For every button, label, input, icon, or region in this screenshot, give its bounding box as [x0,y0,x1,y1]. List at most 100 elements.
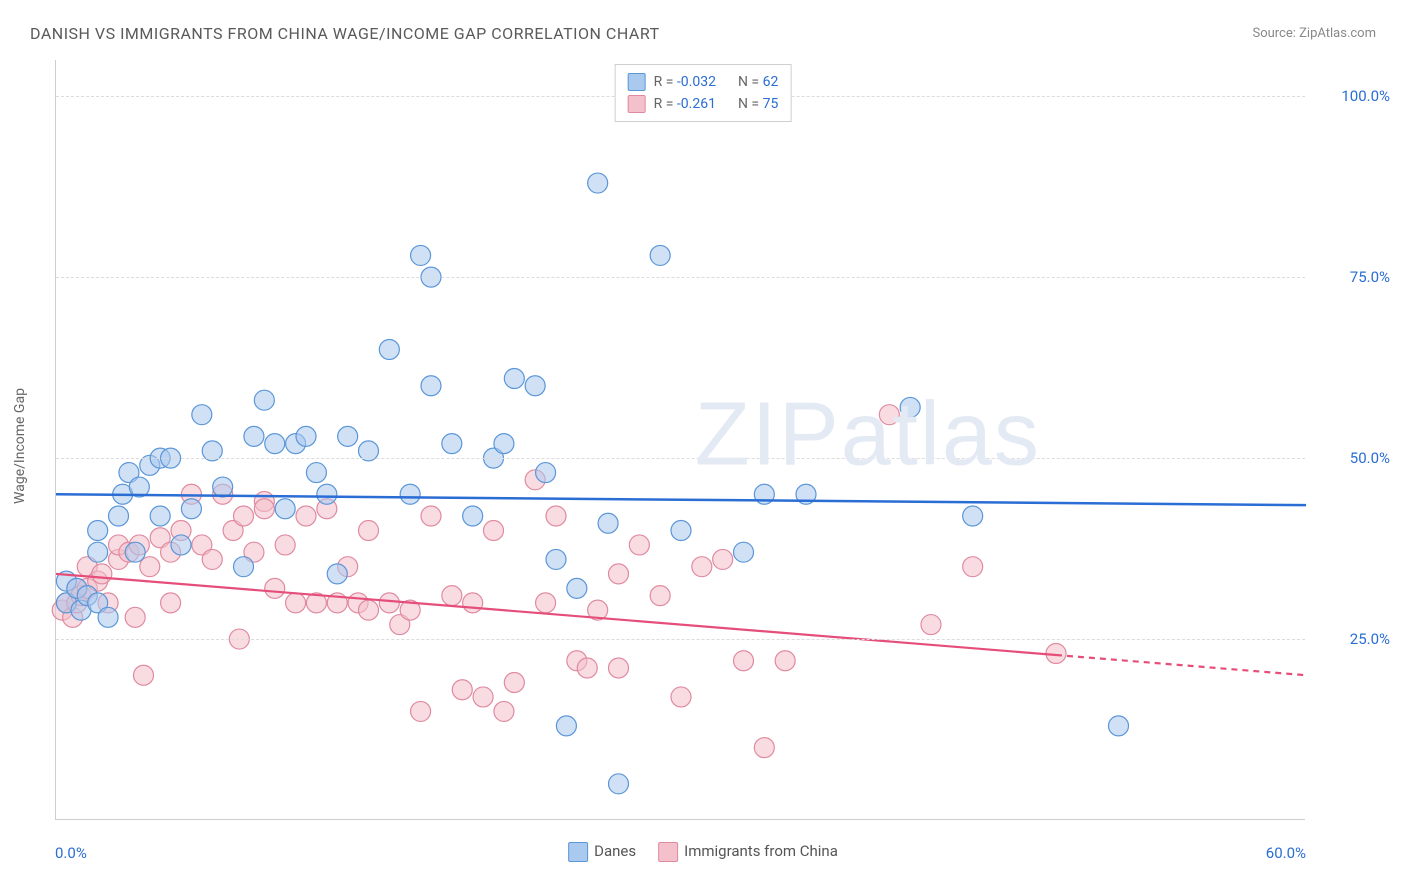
scatter-point [879,405,899,425]
legend-n: N = 62 [738,71,778,93]
scatter-point [556,716,576,736]
scatter-point [202,549,222,569]
scatter-point [359,600,379,620]
source-link[interactable]: ZipAtlas.com [1299,26,1376,41]
y-axis-label: Wage/Income Gap [12,388,28,504]
scatter-point [92,564,112,584]
legend-r: R = -0.032 [654,71,716,93]
scatter-point [598,513,618,533]
y-tick-label: 100.0% [1341,87,1390,105]
scatter-point [275,499,295,519]
scatter-point [411,701,431,721]
scatter-point [338,426,358,446]
scatter-point [734,651,754,671]
scatter-point [692,557,712,577]
scatter-point [379,593,399,613]
plot-area: ZIPatlas [55,60,1305,820]
scatter-point [379,340,399,360]
scatter-point [536,593,556,613]
regression-line-extrapolated [1056,655,1306,675]
scatter-point [546,549,566,569]
legend-stat-row: R = -0.032 N = 62 [628,71,779,93]
scatter-point [296,426,316,446]
gridline [56,458,1305,459]
scatter-point [463,506,483,526]
scatter-point [609,774,629,794]
scatter-point [525,376,545,396]
chart-title: DANISH VS IMMIGRANTS FROM CHINA WAGE/INC… [30,24,660,43]
scatter-point [254,390,274,410]
scatter-point [421,506,441,526]
y-tick-label: 75.0% [1350,268,1390,286]
scatter-point [536,463,556,483]
legend-swatch [568,842,588,862]
scatter-point [588,173,608,193]
scatter-point [88,520,108,540]
scatter-point [671,687,691,707]
scatter-point [306,463,326,483]
scatter-point [286,593,306,613]
scatter-point [609,658,629,678]
scatter-point [629,535,649,555]
scatter-point [921,615,941,635]
scatter-point [88,542,108,562]
source-attribution: Source: ZipAtlas.com [1252,26,1376,41]
scatter-point [140,557,160,577]
scatter-point [275,535,295,555]
scatter-point [546,506,566,526]
scatter-point [161,593,181,613]
scatter-point [494,701,514,721]
gridline [56,639,1305,640]
scatter-point [577,658,597,678]
scatter-point [213,477,233,497]
scatter-point [125,607,145,627]
scatter-point [296,506,316,526]
legend-series-label: Immigrants from China [684,842,838,860]
gridline [56,277,1305,278]
x-tick-max: 60.0% [1266,844,1306,862]
source-prefix: Source: [1252,26,1299,41]
legend-stat-row: R = -0.261 N = 75 [628,93,779,115]
scatter-point [463,593,483,613]
scatter-point [650,586,670,606]
scatter-point [317,484,337,504]
scatter-point [484,520,504,540]
y-tick-label: 50.0% [1350,449,1390,467]
scatter-point [400,484,420,504]
scatter-point [900,397,920,417]
scatter-point [359,520,379,540]
scatter-point [109,506,129,526]
scatter-point [125,542,145,562]
legend-series-item: Immigrants from China [658,842,838,862]
correlation-legend: R = -0.032 N = 62 R = -0.261 N = 75 [615,64,792,122]
scatter-point [963,506,983,526]
scatter-point [265,578,285,598]
scatter-point [244,426,264,446]
scatter-point [442,586,462,606]
scatter-point [234,557,254,577]
scatter-point [234,506,254,526]
scatter-point [452,680,472,700]
legend-swatch [628,73,646,91]
scatter-point [650,245,670,265]
scatter-point [150,506,170,526]
scatter-point [265,434,285,454]
scatter-point [327,564,347,584]
regression-line [56,494,1306,505]
legend-r: R = -0.261 [654,93,716,115]
legend-swatch [658,842,678,862]
scatter-point [181,499,201,519]
scatter-point [442,434,462,454]
scatter-point [421,376,441,396]
scatter-point [254,499,274,519]
legend-n: N = 75 [738,93,778,115]
legend-series-label: Danes [594,842,636,860]
scatter-point [609,564,629,584]
chart-svg [56,60,1305,819]
scatter-point [567,578,587,598]
scatter-point [411,245,431,265]
scatter-point [671,520,691,540]
scatter-point [504,368,524,388]
scatter-point [504,672,524,692]
scatter-point [134,665,154,685]
